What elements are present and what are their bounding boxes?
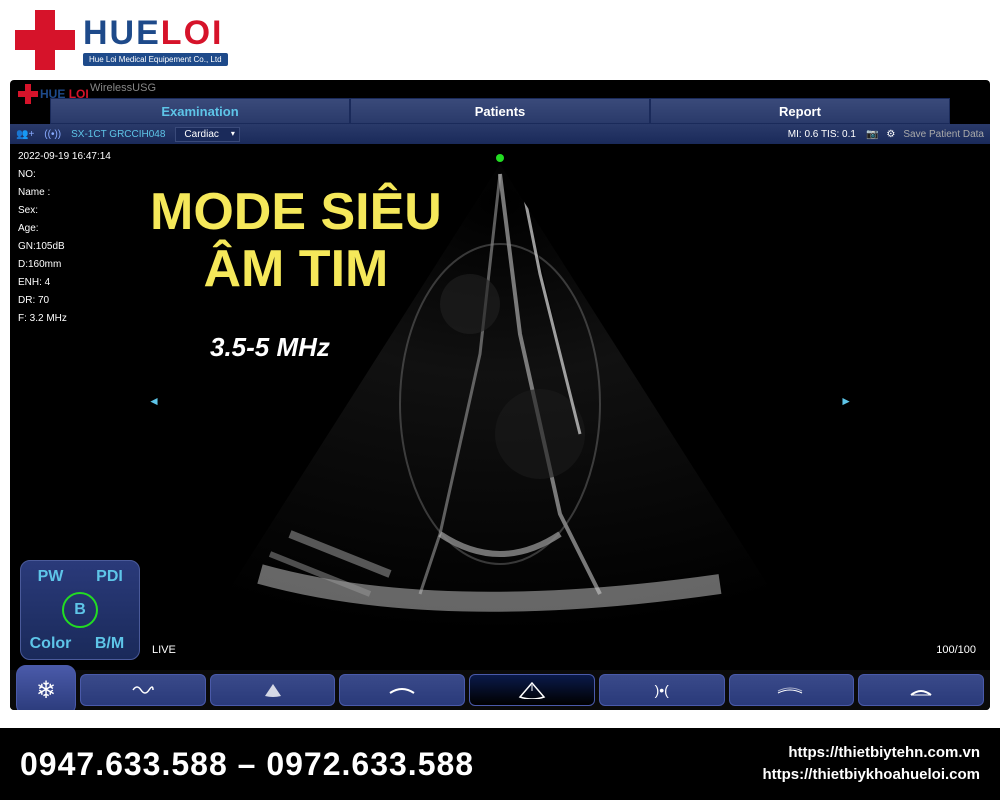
mode-color-button[interactable]: Color	[21, 628, 80, 659]
param-enhance: ENH: 4	[18, 274, 111, 292]
wireless-icon[interactable]: ((•))	[44, 129, 61, 140]
depth-marker-left-icon: ◄	[148, 394, 160, 408]
footer-url2[interactable]: https://thietbiykhoahueloi.com	[762, 764, 980, 787]
tool-curve-button[interactable]	[339, 674, 465, 706]
device-id: SX-1CT GRCCIH048	[71, 129, 165, 140]
preset-dropdown[interactable]: Cardiac	[175, 127, 239, 142]
company-logo: HUELOI Hue Loi Medical Equipement Co., L…	[15, 10, 228, 70]
tool-focus-button[interactable]: )•(	[599, 674, 725, 706]
tool-depth-button[interactable]	[210, 674, 336, 706]
param-no: NO:	[18, 166, 111, 184]
footer: 0947.633.588 – 0972.633.588 https://thie…	[0, 728, 1000, 800]
overlay-line1: MODE SIÊU	[150, 184, 442, 241]
mode-selector: PW PDI B Color B/M	[20, 560, 140, 660]
overlay-title: MODE SIÊU ÂM TIM	[150, 184, 442, 298]
param-sex: Sex:	[18, 202, 111, 220]
param-freq: F: 3.2 MHz	[18, 310, 111, 328]
tool-harmonics-button[interactable]	[729, 674, 855, 706]
add-patient-icon[interactable]: 👥+	[16, 129, 34, 140]
param-dynrange: DR: 70	[18, 292, 111, 310]
focus-icon: )•(	[655, 682, 669, 698]
scan-area: 2022-09-19 16:47:14 NO: Name : Sex: Age:…	[10, 144, 990, 670]
sector-wide-icon	[517, 681, 547, 699]
mode-pw-button[interactable]: PW	[21, 561, 80, 592]
overlay-line2: ÂM TIM	[150, 241, 442, 298]
param-name: Name :	[18, 184, 111, 202]
tool-tgc-button[interactable]	[80, 674, 206, 706]
settings-gear-icon[interactable]: ⚙	[886, 129, 895, 140]
probe-icon	[907, 683, 935, 697]
bottom-toolbar: ❄ )•(	[10, 670, 990, 710]
wave-icon	[131, 682, 155, 698]
footer-links: https://thietbiytehn.com.vn https://thie…	[762, 742, 980, 787]
info-bar: 👥+ ((•)) SX-1CT GRCCIH048 Cardiac MI: 0.…	[10, 124, 990, 144]
live-status: LIVE	[152, 644, 176, 656]
depth-marker-right-icon: ►	[840, 394, 852, 408]
logo-text: HUELOI Hue Loi Medical Equipement Co., L…	[83, 14, 228, 66]
param-depth: D:160mm	[18, 256, 111, 274]
mode-bm-button[interactable]: B/M	[80, 628, 139, 659]
mechanical-thermal-index: MI: 0.6 TIS: 0.1	[788, 129, 856, 140]
freeze-button[interactable]: ❄	[16, 665, 76, 710]
logo-tagline: Hue Loi Medical Equipement Co., Ltd	[83, 53, 228, 66]
mode-pdi-button[interactable]: PDI	[80, 561, 139, 592]
tool-probe-button[interactable]	[858, 674, 984, 706]
screenshot-icon[interactable]: 📷	[866, 129, 878, 140]
tool-sector-button[interactable]	[469, 674, 595, 706]
harmonics-icon	[776, 683, 806, 697]
param-timestamp: 2022-09-19 16:47:14	[18, 148, 111, 166]
scan-parameters: 2022-09-19 16:47:14 NO: Name : Sex: Age:…	[18, 148, 111, 328]
save-patient-button[interactable]: Save Patient Data	[903, 129, 984, 140]
tab-report[interactable]: Report	[650, 98, 950, 124]
logo-loi: LOI	[161, 14, 224, 52]
sector-narrow-icon	[259, 682, 287, 698]
footer-phones: 0947.633.588 – 0972.633.588	[20, 746, 474, 783]
curve-icon	[388, 683, 416, 697]
frame-counter: 100/100	[936, 644, 976, 656]
logo-cross-icon	[15, 10, 75, 70]
param-gain: GN:105dB	[18, 238, 111, 256]
param-age: Age:	[18, 220, 111, 238]
watermark-logo: HUE LOI	[18, 84, 89, 104]
main-tabs: Examination Patients Report	[10, 98, 990, 124]
overlay-frequency: 3.5-5 MHz	[210, 332, 330, 363]
app-title: WirelessUSG	[90, 82, 156, 94]
orientation-marker-icon	[496, 154, 504, 162]
snowflake-icon: ❄	[36, 676, 56, 705]
footer-url1[interactable]: https://thietbiytehn.com.vn	[762, 742, 980, 765]
device-screen: HUE LOI WirelessUSG Examination Patients…	[10, 80, 990, 710]
mode-b-button[interactable]: B	[21, 592, 139, 628]
logo-hue: HUE	[83, 14, 161, 52]
tab-patients[interactable]: Patients	[350, 98, 650, 124]
tab-examination[interactable]: Examination	[50, 98, 350, 124]
